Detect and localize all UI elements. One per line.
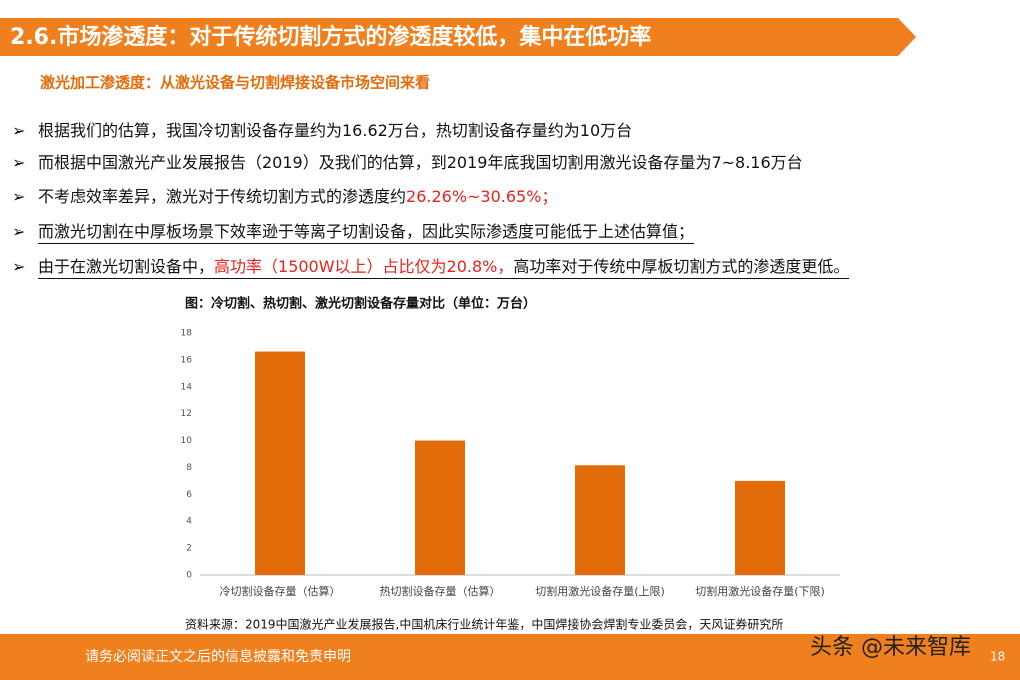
bullet-segment: 而激光切割在中厚板场景下效率逊于等离子切割设备，因此实际渗透度可能低于上述估算值… bbox=[38, 222, 695, 241]
watermark: 头条 @未来智库 bbox=[810, 635, 971, 660]
x-tick-label: 切割用激光设备存量(下限) bbox=[695, 584, 825, 598]
bullet: ➢ 而激光切割在中厚板场景下效率逊于等离子切割设备，因此实际渗透度可能低于上述估算… bbox=[12, 218, 695, 244]
bullet-marker: ➢ bbox=[12, 153, 26, 172]
footer-disclaimer: 请务必阅读正文之后的信息披露和免责申明 bbox=[85, 648, 351, 665]
bullet-text: 不考虑效率差异，激光对于传统切割方式的渗透度约26.26%~30.65%； bbox=[38, 187, 557, 206]
bullet-segment: 26.26%~30.65%； bbox=[406, 187, 558, 206]
y-tick-label: 12 bbox=[181, 409, 192, 419]
bullet-marker: ➢ bbox=[12, 222, 26, 241]
y-tick-label: 8 bbox=[186, 463, 192, 473]
footer-band bbox=[0, 634, 1020, 680]
page-number: 18 bbox=[990, 650, 1005, 664]
bullet-marker: ➢ bbox=[12, 257, 26, 276]
bullet: ➢ 不考虑效率差异，激光对于传统切割方式的渗透度约26.26%~30.65%； bbox=[12, 183, 557, 207]
header-title: 2.6.市场渗透度：对于传统切割方式的渗透度较低，集中在低功率 bbox=[10, 24, 651, 50]
bar bbox=[415, 440, 465, 575]
x-tick-label: 热切割设备存量（估算） bbox=[380, 584, 501, 598]
bullet-marker: ➢ bbox=[12, 187, 26, 206]
bullet-segment: 而根据中国激光产业发展报告（2019）及我们的估算，到2019年底我国切割用激光… bbox=[38, 153, 803, 172]
x-tick-label: 切割用激光设备存量(上限) bbox=[535, 584, 665, 598]
chart-title: 图：冷切割、热切割、激光切割设备存量对比（单位：万台） bbox=[185, 296, 536, 312]
bullet-text: 而根据中国激光产业发展报告（2019）及我们的估算，到2019年底我国切割用激光… bbox=[38, 153, 803, 172]
subtitle: 激光加工渗透度：从激光设备与切割焊接设备市场空间来看 bbox=[40, 74, 430, 92]
bar bbox=[255, 351, 305, 575]
bullet-marker: ➢ bbox=[12, 121, 26, 140]
bullet-segment: 不考虑效率差异，激光对于传统切割方式的渗透度约 bbox=[38, 187, 407, 206]
bar bbox=[735, 480, 785, 575]
bullet-segment: 高功率（1500W以上）占比仅为20.8%， bbox=[214, 257, 514, 276]
source: 资料来源：2019中国激光产业发展报告,中国机床行业统计年鉴，中国焊接协会焊割专… bbox=[185, 617, 783, 632]
y-tick-label: 2 bbox=[186, 544, 192, 554]
y-tick-label: 4 bbox=[186, 517, 192, 527]
bullet: ➢ 由于在激光切割设备中，高功率（1500W以上）占比仅为20.8%，高功率对于传… bbox=[12, 253, 850, 279]
y-tick-label: 16 bbox=[181, 355, 193, 365]
y-tick-label: 14 bbox=[181, 382, 193, 392]
bullet-segment: 根据我们的估算，我国冷切割设备存量约为16.62万台，热切割设备存量约为10万台 bbox=[38, 121, 633, 140]
y-tick-label: 10 bbox=[181, 436, 193, 446]
bar bbox=[575, 465, 625, 575]
bullet-text: 根据我们的估算，我国冷切割设备存量约为16.62万台，热切割设备存量约为10万台 bbox=[38, 121, 632, 140]
bullet: ➢ 而根据中国激光产业发展报告（2019）及我们的估算，到2019年底我国切割用激… bbox=[12, 149, 803, 173]
bullet-text: 由于在激光切割设备中，高功率（1500W以上）占比仅为20.8%，高功率对于传统… bbox=[38, 257, 850, 279]
bullet: ➢ 根据我们的估算，我国冷切割设备存量约为16.62万台，热切割设备存量约为10万… bbox=[12, 117, 632, 141]
header-banner bbox=[0, 18, 916, 56]
x-tick-label: 冷切割设备存量（估算） bbox=[220, 584, 341, 598]
y-tick-label: 18 bbox=[181, 329, 193, 339]
y-tick-label: 0 bbox=[186, 571, 192, 581]
bullet-segment: 高功率对于传统中厚板切割方式的渗透度更低。 bbox=[513, 257, 850, 276]
bullet-text: 而激光切割在中厚板场景下效率逊于等离子切割设备，因此实际渗透度可能低于上述估算值… bbox=[38, 222, 695, 244]
chart: 图：冷切割、热切割、激光切割设备存量对比（单位：万台） 0 2 4 6 8 10 12 14 1… bbox=[181, 296, 840, 598]
y-tick-label: 6 bbox=[186, 490, 192, 500]
bullet-segment: 由于在激光切割设备中， bbox=[38, 257, 215, 276]
